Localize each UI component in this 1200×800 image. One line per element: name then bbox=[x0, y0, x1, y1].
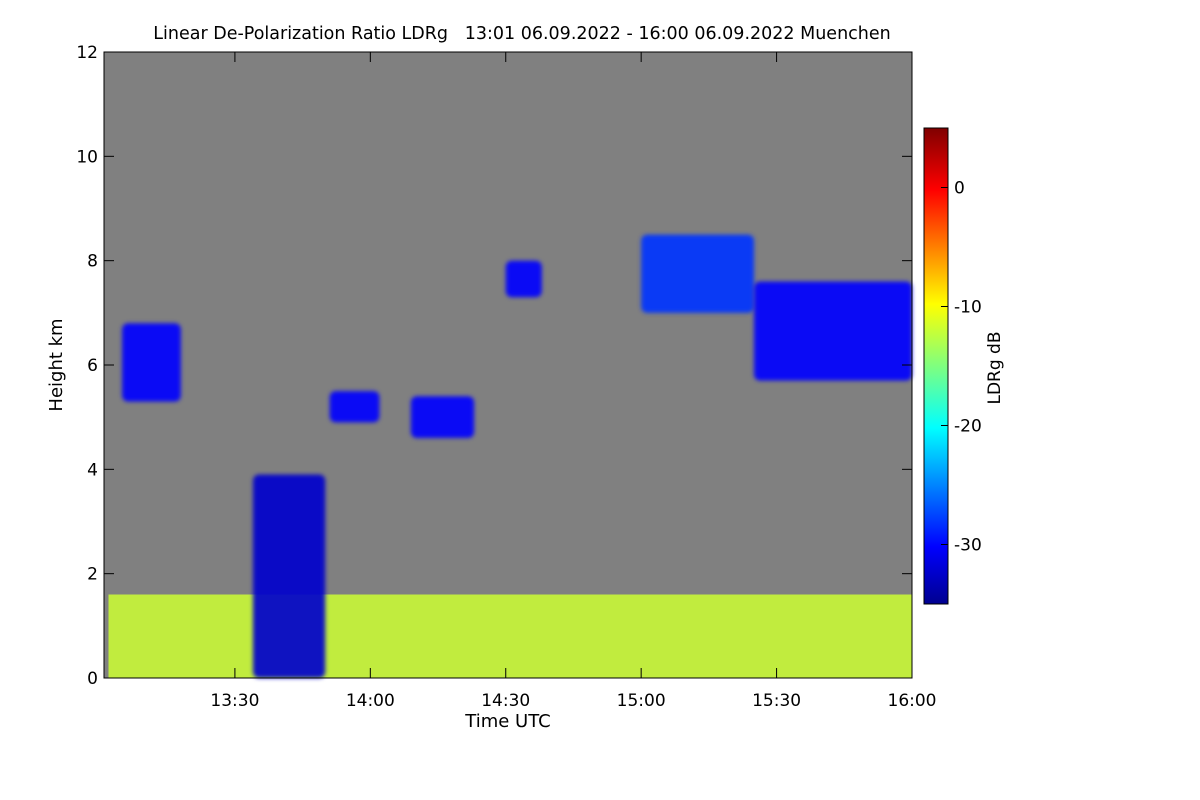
cloud-region-7 bbox=[641, 234, 754, 313]
colorbar-ticks: 0 -10 -20 -30 bbox=[941, 179, 982, 556]
x-axis: 13:30 14:00 14:30 15:00 15:30 16:00 bbox=[210, 52, 937, 711]
y-axis-label: Height km bbox=[46, 318, 67, 411]
y-tick-label: 0 bbox=[87, 669, 98, 689]
cloud-region-3 bbox=[122, 323, 181, 402]
aerosol-boundary-layer bbox=[108, 594, 912, 678]
colorbar-label: LDRg dB bbox=[985, 331, 1005, 404]
x-tick-label: 16:00 bbox=[888, 691, 937, 711]
colorbar-tick-label: -30 bbox=[954, 536, 982, 556]
cloud-region-2 bbox=[253, 474, 326, 678]
y-tick-label: 10 bbox=[76, 147, 98, 167]
plot-area bbox=[103, 51, 913, 679]
colorbar-tick-label: 0 bbox=[954, 179, 965, 199]
x-axis-label: Time UTC bbox=[464, 711, 550, 732]
feature-layer bbox=[108, 234, 912, 678]
colorbar-tick-label: -20 bbox=[954, 417, 982, 437]
colorbar: 0 -10 -20 -30 LDRg dB bbox=[923, 127, 1005, 605]
cloud-region-5 bbox=[410, 396, 475, 438]
x-tick-label: 15:00 bbox=[617, 691, 666, 711]
cloud-region-4 bbox=[329, 391, 380, 423]
y-tick-label: 4 bbox=[87, 460, 98, 480]
x-tick-label: 14:00 bbox=[346, 691, 395, 711]
y-tick-label: 6 bbox=[87, 356, 98, 376]
colorbar-tick-label: -10 bbox=[954, 298, 982, 318]
y-tick-label: 8 bbox=[87, 252, 98, 272]
cloud-region-8 bbox=[754, 281, 912, 381]
y-tick-label: 12 bbox=[76, 43, 98, 63]
x-tick-label: 15:30 bbox=[752, 691, 801, 711]
y-axis: 0 2 4 6 8 10 12 bbox=[76, 43, 912, 689]
x-tick-label: 13:30 bbox=[210, 691, 259, 711]
x-tick-label: 14:30 bbox=[481, 691, 530, 711]
colorbar-gradient bbox=[923, 127, 949, 605]
chart-title: Linear De-Polarization Ratio LDRg 13:01 … bbox=[153, 24, 890, 44]
y-tick-label: 2 bbox=[87, 565, 98, 585]
cloud-region-6 bbox=[505, 260, 542, 298]
